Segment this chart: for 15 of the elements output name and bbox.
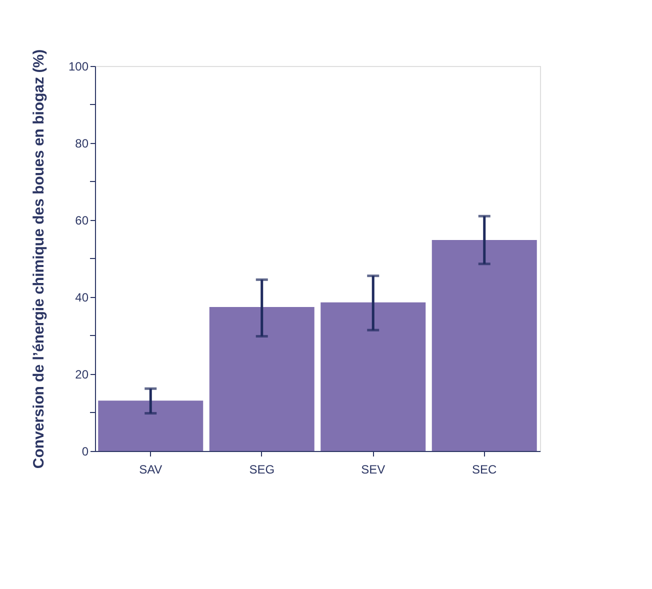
y-axis-title: Conversion de l’énergie chimique des boues en biogaz (%) bbox=[30, 49, 48, 469]
y-tick-label: 60 bbox=[75, 214, 89, 228]
y-tick-label: 40 bbox=[75, 290, 89, 304]
bar bbox=[320, 302, 426, 451]
bar bbox=[432, 240, 537, 451]
y-tick-label: 20 bbox=[75, 368, 89, 382]
y-tick-label: 100 bbox=[68, 60, 89, 74]
x-tick-label: SEC bbox=[472, 462, 498, 476]
y-tick-label: 80 bbox=[75, 136, 89, 150]
x-tick-label: SEV bbox=[361, 462, 386, 476]
y-tick-label: 0 bbox=[82, 444, 89, 458]
x-tick-label: SEG bbox=[249, 462, 275, 476]
x-tick-label: SAV bbox=[139, 462, 162, 476]
bar bbox=[209, 307, 314, 451]
bar bbox=[98, 400, 204, 451]
